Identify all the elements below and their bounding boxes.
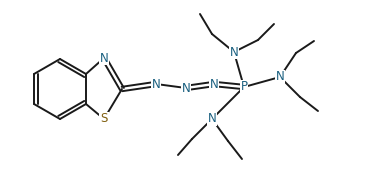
Text: N: N bbox=[209, 77, 218, 91]
Text: N: N bbox=[100, 52, 108, 65]
Text: N: N bbox=[276, 70, 285, 84]
Text: N: N bbox=[208, 112, 216, 125]
Text: N: N bbox=[229, 45, 238, 59]
Text: S: S bbox=[100, 112, 108, 125]
Text: N: N bbox=[152, 77, 161, 91]
Text: P: P bbox=[241, 81, 248, 93]
Text: N: N bbox=[182, 82, 190, 95]
